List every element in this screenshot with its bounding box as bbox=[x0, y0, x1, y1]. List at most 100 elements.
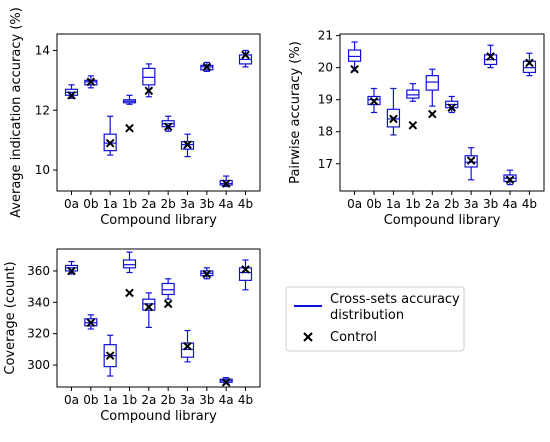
iqr-box bbox=[180, 141, 195, 150]
y-axis-label: Average indication accuracy (%) bbox=[9, 7, 24, 218]
box-1a bbox=[103, 115, 117, 156]
control-stroke bbox=[86, 77, 96, 87]
iqr-box bbox=[386, 108, 401, 128]
iqr-box bbox=[238, 267, 253, 281]
box-1a bbox=[386, 87, 401, 136]
control-marker-3b bbox=[202, 269, 212, 279]
control-stroke bbox=[144, 302, 154, 312]
control-stroke bbox=[241, 50, 250, 60]
control-stroke bbox=[221, 377, 231, 387]
control-stroke bbox=[389, 114, 398, 124]
x-tick-label: 4b bbox=[522, 197, 537, 211]
control-stroke bbox=[427, 109, 437, 119]
iqr-box bbox=[464, 155, 478, 168]
box-1b bbox=[406, 83, 420, 102]
control-marker-4a bbox=[221, 377, 231, 387]
control-marker-1b bbox=[125, 288, 134, 298]
legend-control-label: Control bbox=[330, 330, 377, 345]
x-tick-label: 2a bbox=[425, 197, 440, 211]
iqr-box bbox=[219, 179, 233, 186]
control-stroke bbox=[202, 269, 212, 279]
x-tick-label: 2a bbox=[141, 393, 156, 407]
control-stroke bbox=[105, 138, 115, 148]
control-marker-1b bbox=[408, 121, 418, 130]
box-0b bbox=[367, 87, 381, 114]
axes-frame bbox=[56, 248, 261, 388]
x-tick-label: 1a bbox=[386, 197, 401, 211]
control-marker-3a bbox=[466, 156, 476, 165]
control-marker-0b bbox=[369, 96, 379, 106]
box-4b bbox=[238, 259, 253, 291]
control-marker-4b bbox=[525, 58, 534, 68]
x-tick-label: 1a bbox=[103, 197, 118, 211]
control-marker-3b bbox=[202, 62, 212, 72]
control-marker-0a bbox=[350, 64, 359, 74]
control-marker-2a bbox=[144, 86, 154, 96]
control-marker-2b bbox=[447, 103, 457, 113]
y-tick-label: 18 bbox=[318, 125, 333, 139]
control-stroke bbox=[202, 62, 212, 72]
x-tick-label: 2b bbox=[444, 197, 459, 211]
legend-frame bbox=[285, 286, 465, 352]
box-4a bbox=[503, 169, 517, 186]
x-axis-label: Compound library bbox=[384, 213, 501, 228]
x-tick-label: 2b bbox=[161, 393, 176, 407]
axes-frame bbox=[339, 33, 545, 192]
y-tick-label: 340 bbox=[27, 295, 50, 309]
control-stroke bbox=[183, 140, 192, 149]
control-stroke bbox=[447, 103, 457, 113]
iqr-box bbox=[200, 64, 214, 71]
x-tick-label: 2a bbox=[141, 197, 156, 211]
control-stroke bbox=[105, 351, 115, 360]
control-stroke bbox=[525, 58, 534, 68]
control-marker-4b bbox=[241, 265, 250, 274]
box-3b bbox=[200, 61, 214, 72]
control-stroke bbox=[144, 86, 154, 96]
box-4b bbox=[238, 49, 253, 68]
x-tick-label: 0a bbox=[64, 197, 79, 211]
y-tick-label: 320 bbox=[27, 327, 50, 341]
control-marker-1a bbox=[389, 114, 398, 124]
control-marker-0b bbox=[86, 77, 96, 87]
chart-panel-1: 10 12 14 0a 0b 1a 1b 2a 2b 3a 3b 4a 4b Compound libra… bbox=[9, 7, 261, 228]
legend-box-label-line1: Cross-sets accuracy bbox=[330, 292, 460, 307]
x-tick-label: 3b bbox=[199, 393, 214, 407]
legend-control-swatch bbox=[303, 332, 313, 342]
y-tick-label: 12 bbox=[35, 103, 50, 117]
x-tick-label: 0b bbox=[83, 197, 98, 211]
y-tick-label: 300 bbox=[27, 358, 50, 372]
control-stroke bbox=[466, 156, 476, 165]
x-tick-label: 3b bbox=[199, 197, 214, 211]
control-marker-3b bbox=[486, 52, 495, 61]
y-axis-label: Coverage (count) bbox=[3, 261, 18, 374]
iqr-box bbox=[122, 259, 137, 269]
x-tick-label: 4b bbox=[238, 197, 253, 211]
chart-panel-2: 17 18 19 20 21 0a 0b 1a 1b 2a 2b 3a 3b 4a 4b Compound l… bbox=[288, 29, 545, 228]
box-3b bbox=[483, 44, 498, 69]
x-axis-label: Compound library bbox=[100, 213, 217, 228]
x-tick-label: 1b bbox=[405, 197, 420, 211]
x-tick-label: 2b bbox=[161, 197, 176, 211]
y-tick-label: 10 bbox=[35, 163, 50, 177]
y-tick-label: 21 bbox=[318, 29, 333, 43]
chart-panel-3: 300 320 340 360 0a 0b 1a 1b 2a 2b 3a 3b 4a 4b Compound… bbox=[3, 248, 261, 424]
box-3a bbox=[464, 147, 478, 181]
y-tick-label: 19 bbox=[318, 93, 333, 107]
control-marker-4a bbox=[505, 175, 515, 185]
box-0a bbox=[347, 41, 362, 72]
y-tick-label: 360 bbox=[27, 264, 50, 278]
box-1b bbox=[122, 251, 137, 274]
x-tick-label: 3a bbox=[464, 197, 479, 211]
control-marker-1a bbox=[105, 351, 115, 360]
y-tick-label: 14 bbox=[35, 43, 50, 57]
control-stroke bbox=[163, 299, 173, 309]
x-tick-label: 4a bbox=[219, 393, 234, 407]
box-2b bbox=[161, 278, 175, 300]
iqr-box bbox=[367, 95, 381, 106]
x-tick-label: 4a bbox=[219, 197, 234, 211]
y-tick-label: 17 bbox=[318, 157, 333, 171]
control-marker-2b bbox=[163, 122, 173, 132]
box-4b bbox=[522, 52, 537, 77]
